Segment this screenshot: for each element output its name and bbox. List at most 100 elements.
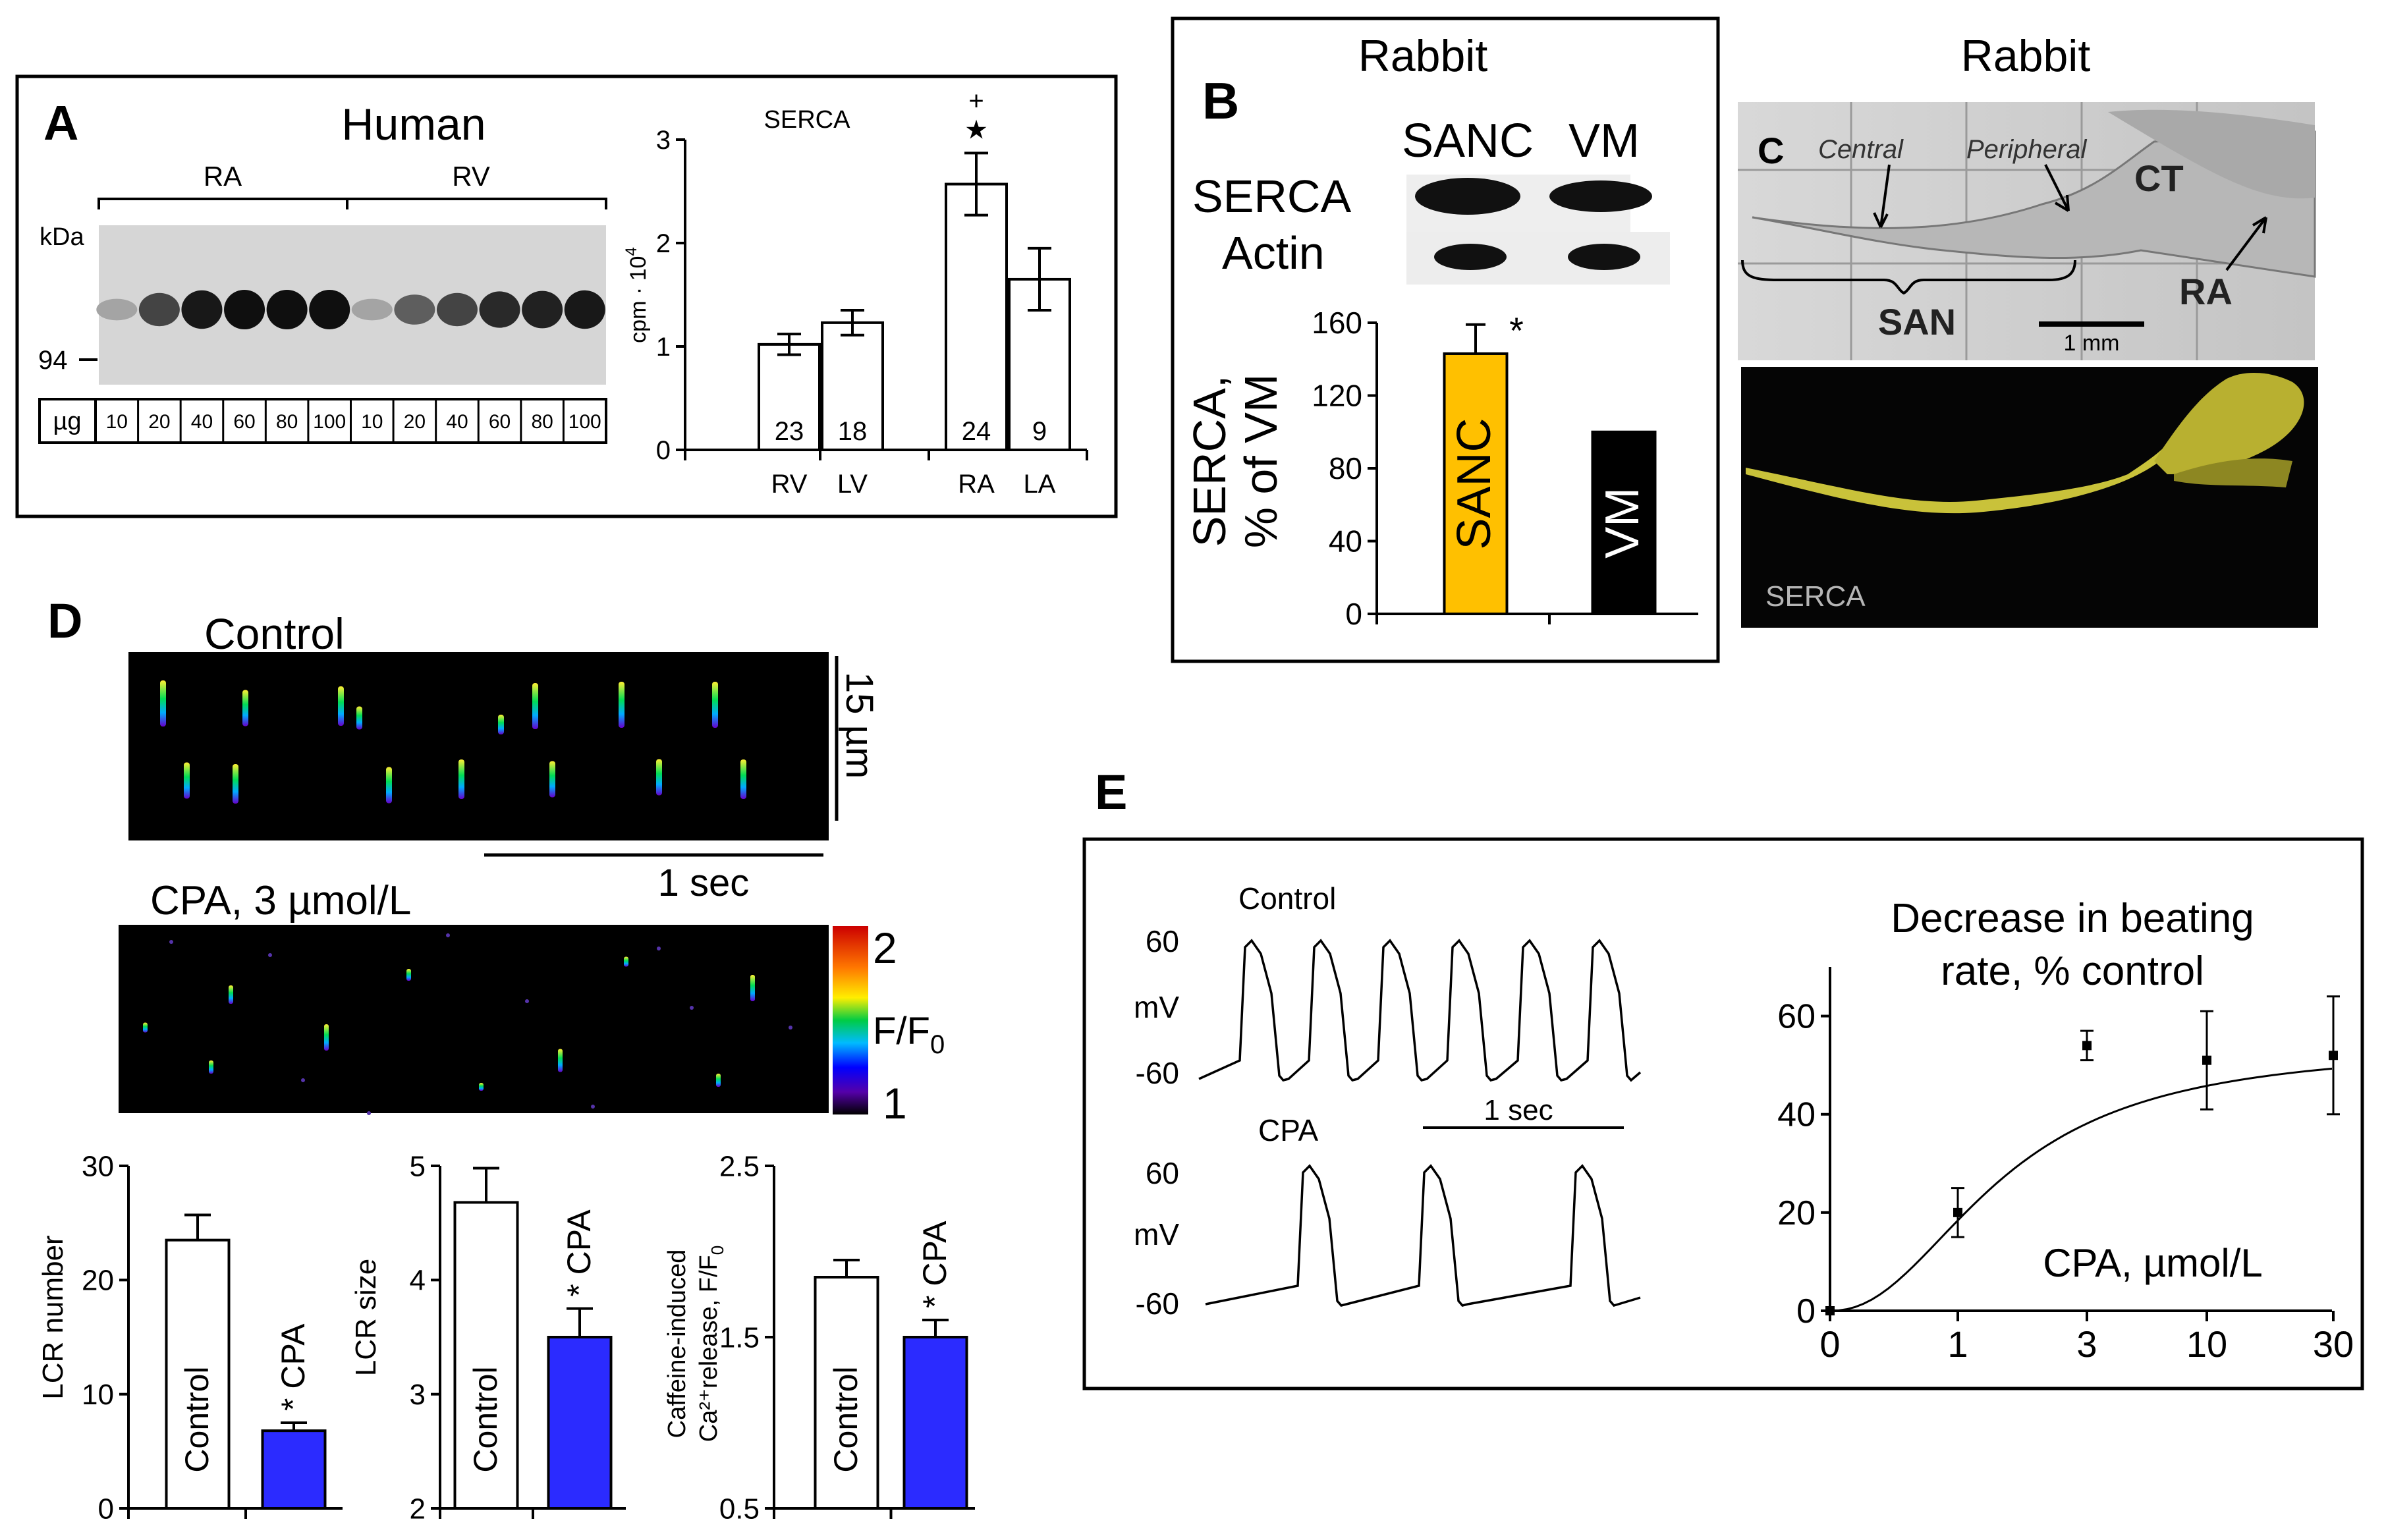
lcr-streak [532,683,538,729]
amount-cell: 80 [276,411,298,433]
noise-dot [789,1026,792,1030]
amount-cell: 60 [233,411,255,433]
lcr-streak [406,969,411,981]
amount-cell: 40 [446,411,468,433]
data-point [2329,1051,2338,1060]
serca-band-sanc [1415,178,1520,215]
y-tick-label: 1.5 [719,1321,760,1354]
y-tick-label: 0 [656,436,671,465]
y-tick-label: 20 [82,1265,114,1297]
blot-band [522,290,563,329]
e-chart-title-line1: Decrease in beating [1891,896,2254,941]
significance-plus: + [968,86,984,115]
panel-a: A Human RA RV kDa 94 µg 10 20 40 60 80 100 10 2… [15,74,1118,518]
c-stain-label: SERCA [1765,580,1866,613]
e-chart-xlabel: CPA, µmol/L [2043,1241,2263,1285]
bar-cpa [547,1336,613,1510]
noise-dot [446,933,450,937]
bar-control [165,1238,231,1510]
amount-cell: 20 [404,411,426,433]
noise-dot [657,947,661,950]
bar-label-control: Control [827,1366,864,1472]
serca-band-vm [1549,180,1652,212]
bar-label-sanc: SANC [1448,418,1501,549]
bar-cpa [261,1429,327,1510]
x-tick-label: 1 [1947,1323,1968,1365]
y-tick-label: 4 [410,1265,426,1297]
x-tick-label: 0 [1819,1323,1840,1365]
x-tick-label: 10 [2186,1323,2227,1365]
blot-band [266,290,308,329]
significance-star: ★ [964,115,988,144]
blot-band [96,298,138,321]
blot-band [564,290,605,329]
b-ylabel-line1: SERCA, [1184,375,1235,547]
chart-d-caffeine-release: 0.5 1.5 2.5 Control * CPA Caffeine-induced Ca²… [663,1150,975,1525]
bar-rv [758,343,821,451]
bar-label-cpa: * CPA [916,1221,953,1308]
d-control-lcr-streaks [160,680,746,804]
lcr-streak [458,759,464,799]
c-peripheral-arrow [2044,164,2070,212]
panel-b-species: Rabbit [1358,31,1488,81]
panel-d: D Control 15 µm 1 sec CPA, 3 µmol/L 2 F/… [37,593,975,1525]
d-caffeine-ylabel-line1: Caffeine-induced [663,1250,691,1439]
amount-cell: 60 [489,411,511,433]
y-tick-label: 40 [1329,524,1362,559]
y-tick-label: 3 [410,1379,426,1411]
x-category-label: RA [958,470,995,499]
row-actin-label: Actin [1222,227,1325,279]
lcr-streak [498,715,504,734]
e-chart-title-line2: rate, % control [1941,949,2204,994]
d-space-scale-label: 15 µm [838,672,881,779]
d-cbar-max: 2 [873,923,897,972]
blot-band [436,292,478,327]
bar-cpa [902,1336,968,1510]
fitted-curve [1829,1067,2333,1312]
panel-b: B Rabbit SANC VM SERCA Actin SERCA, % of… [1171,16,1720,663]
group-rv-label: RV [452,161,490,192]
c-ct-stain [2174,458,2292,487]
x-category-label: RV [771,470,808,499]
data-point [1953,1207,1962,1217]
e-cpa-action-potentials [1205,1164,1641,1307]
y-tick-label: 2 [410,1493,426,1525]
e-control-label: Control [1238,881,1336,916]
row-serca-label: SERCA [1192,171,1351,222]
bar-label-vm: VM [1596,487,1649,559]
y-tick-label: 0 [98,1493,114,1525]
c-san-brace [1741,260,2076,295]
lcr-streak [160,680,166,727]
lcr-streak [750,975,755,1001]
amount-cell: 20 [148,411,170,433]
chart-a-title: SERCA [764,106,851,134]
bar-label-control: Control [467,1366,504,1472]
blot-band [309,290,350,329]
c-atrial-stain [2154,372,2304,474]
e-control-v-bot: -60 [1136,1056,1179,1090]
lcr-streak [619,682,624,728]
c-central-label: Central [1818,135,1904,164]
data-point [1825,1306,1835,1315]
d-control-linescan [128,652,829,840]
x-tick-label: 30 [2313,1323,2354,1365]
lcr-streak [558,1049,563,1072]
col-sanc-label: SANC [1402,115,1534,167]
y-tick-label: 60 [1777,998,1816,1036]
panel-a-title: Human [341,99,486,150]
ug-label: µg [53,408,81,435]
lcr-streak [143,1022,148,1033]
chart-a-ylabel: cpm · 104 [623,247,651,343]
d-cbar-min: 1 [883,1079,907,1128]
y-tick-label: 1 [656,333,671,362]
actin-band-sanc [1434,244,1507,270]
protein-amount-table: µg 10 20 40 60 80 100 10 20 40 60 80 100 [38,398,607,444]
lcr-streak [229,985,233,1004]
c-ct-region [2108,109,2315,199]
bar-n-label: 24 [962,417,991,446]
d-caffeine-ylabel-line2: Ca²⁺release, F/F0 [695,1246,727,1443]
e-cpa-v-bot: -60 [1136,1286,1179,1321]
d-cpa-label: CPA, 3 µmol/L [150,878,411,923]
western-blot-bands [96,290,605,329]
